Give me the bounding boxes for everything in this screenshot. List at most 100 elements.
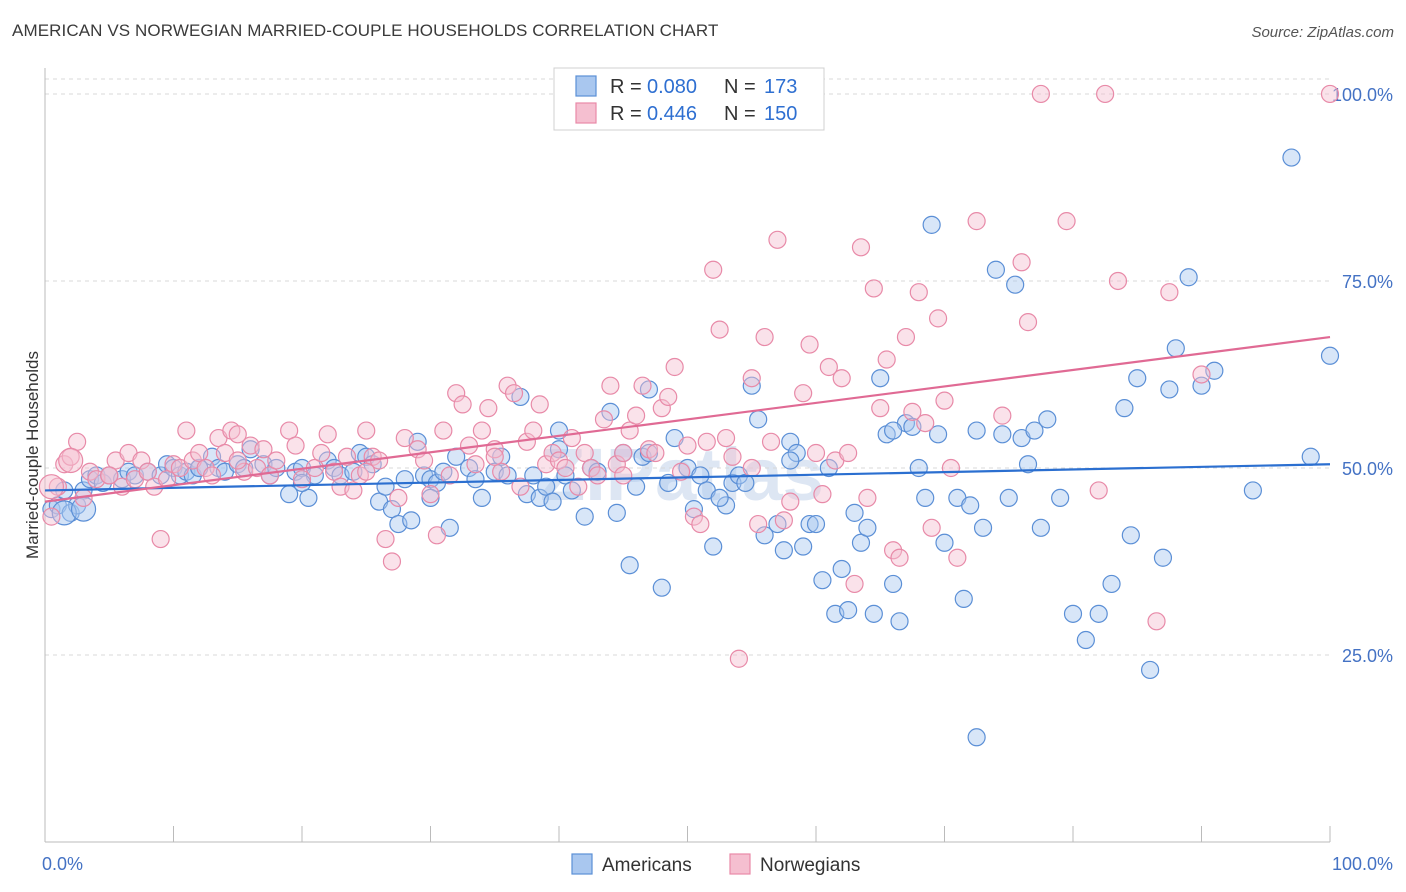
point-americans [1320,346,1340,365]
point-americans [1128,369,1147,388]
point-americans [806,514,826,534]
point-norwegians [100,466,119,485]
point-americans [851,533,871,552]
point-norwegians [389,488,408,508]
point-americans [1160,380,1179,399]
point-norwegians [434,421,453,440]
point-americans [813,571,832,590]
point-norwegians [569,477,588,496]
point-norwegians [607,455,626,474]
y-tick-label: 75.0% [1342,272,1393,292]
y-tick-label: 100.0% [1332,85,1393,105]
point-norwegians [177,421,196,440]
point-americans [1179,268,1198,287]
point-norwegians [1096,84,1115,104]
point-americans [864,604,883,623]
point-americans [402,511,421,530]
point-norwegians [890,548,909,567]
point-americans [716,496,736,515]
point-americans [999,488,1018,508]
point-norwegians [344,481,363,500]
point-norwegians [710,320,729,339]
point-norwegians [858,488,877,508]
trend-line-americans [44,463,1331,492]
point-norwegians [967,212,986,231]
point-norwegians [286,436,305,455]
point-norwegians [575,443,594,463]
point-americans [800,514,819,534]
point-norwegians [652,399,671,418]
point-norwegians [614,443,633,463]
point-americans [1031,518,1050,537]
point-norwegians [948,548,967,567]
point-norwegians [312,443,331,463]
point-americans [575,507,594,526]
point-americans [1166,339,1185,358]
point-norwegians [395,428,414,448]
point-americans [1038,410,1057,429]
point-americans [961,496,980,515]
point-americans [299,488,318,508]
point-norwegians [472,421,491,440]
point-norwegians [357,462,376,481]
point-americans [684,500,704,519]
point-norwegians [646,443,665,463]
tick-labels: 25.0% 50.0% 75.0% 100.0% 0.0% 100.0% [42,85,1393,874]
point-americans [781,432,800,451]
point-norwegians [421,485,440,504]
point-americans [993,425,1012,444]
point-americans [723,473,742,493]
point-norwegians [582,458,601,478]
point-americans [839,601,858,620]
point-americans [742,376,761,395]
point-americans [794,537,813,556]
point-americans [1102,574,1121,594]
point-norwegians [742,369,761,388]
point-norwegians [723,447,742,466]
point-norwegians [716,428,736,448]
point-norwegians [151,529,170,549]
point-norwegians [190,443,209,463]
legend-n-label: N = [724,103,756,125]
point-norwegians [1108,271,1128,291]
point-norwegians [254,440,273,459]
trend-lines [44,335,1331,503]
point-norwegians [58,447,84,474]
point-norwegians [504,384,524,403]
point-americans [736,473,755,493]
series-norwegians [38,84,1340,668]
point-americans [909,458,928,478]
point-americans [858,518,877,537]
point-norwegians [781,492,800,511]
point-norwegians [941,458,961,478]
point-norwegians [1089,481,1108,500]
legend-r-label: R = [610,76,642,98]
point-americans [1063,604,1083,623]
point-norwegians [594,410,614,429]
point-norwegians [376,529,395,549]
legend-r-label: R = [610,103,642,125]
point-norwegians [806,443,826,463]
point-norwegians [813,485,832,504]
point-norwegians [896,327,916,347]
point-americans [916,488,935,508]
point-norwegians [819,357,838,377]
point-norwegians [1012,253,1031,272]
point-americans [1301,447,1320,466]
point-norwegians [1031,84,1050,104]
point-americans [774,541,793,560]
point-americans [492,447,511,466]
point-americans [601,402,620,421]
point-norwegians [749,514,768,534]
y-tick-label: 25.0% [1342,646,1393,666]
point-americans [543,492,562,511]
point-americans [973,518,993,537]
point-americans [1243,481,1263,500]
point-norwegians [228,425,247,444]
x-tick-label: 100.0% [1332,854,1393,874]
point-americans [1153,548,1173,567]
point-norwegians [543,443,562,463]
point-norwegians [697,432,716,451]
point-norwegians [922,518,941,537]
legend-n-label: N = [724,76,756,98]
